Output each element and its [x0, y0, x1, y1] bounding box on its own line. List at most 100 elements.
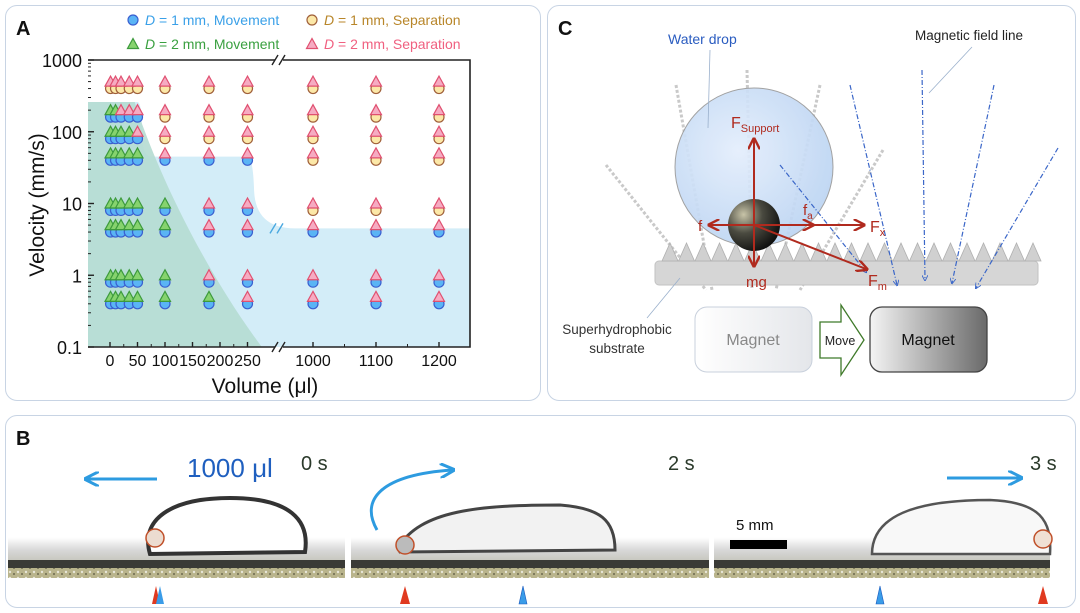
data-point-d2-separation — [306, 103, 320, 116]
data-point-d2-separation — [369, 74, 383, 87]
f-label: f — [698, 218, 703, 235]
data-point-d2-separation — [240, 146, 255, 159]
data-point-d2-movement — [130, 218, 145, 231]
data-point-d2-separation — [202, 268, 216, 281]
scale-bar — [730, 540, 787, 549]
y-tick-label: 10 — [62, 195, 82, 215]
move-label: Move — [825, 334, 856, 348]
data-point-d2-movement — [158, 218, 172, 231]
data-point-d2-separation — [432, 268, 446, 281]
spike — [793, 242, 811, 262]
substrate-label: Superhydrophobic substrate — [562, 322, 672, 356]
x-tick-label: 0 — [106, 353, 115, 370]
data-point-d2-movement — [114, 146, 128, 159]
data-point-d2-movement — [114, 268, 128, 281]
data-point-d2-separation — [369, 268, 383, 281]
x-tick-label: 50 — [129, 353, 147, 370]
ball-marker-2s — [400, 586, 410, 604]
spike — [710, 242, 729, 262]
legend-marker — [305, 37, 319, 50]
ball-3s — [1033, 529, 1053, 549]
x-tick-label: 1200 — [421, 353, 457, 370]
drop-marker-0s — [156, 586, 164, 604]
spike — [991, 242, 1009, 262]
drop-marker-2s — [518, 585, 528, 605]
panel-a-label: A — [16, 18, 31, 40]
spike — [727, 242, 745, 262]
photo-2s — [351, 503, 709, 578]
magnet-initial-label: Magnet — [726, 332, 780, 349]
data-point-d2-movement — [122, 290, 136, 302]
field-line-label: Magnetic field line — [915, 28, 1023, 43]
spike — [694, 242, 712, 262]
spike — [892, 242, 910, 262]
data-point-d2-separation — [432, 125, 446, 137]
data-point-d2-separation — [240, 125, 255, 137]
data-point-d2-separation — [369, 103, 383, 116]
data-point-d2-movement — [122, 196, 136, 209]
substrate-leader — [646, 277, 681, 319]
force-arrows — [710, 140, 866, 269]
time-label-3s: 3 s — [1030, 453, 1057, 475]
data-point-d2-separation — [432, 196, 446, 209]
data-point-d2-movement — [114, 290, 128, 302]
drop-3s — [870, 498, 1052, 556]
data-point-d2-movement — [158, 196, 172, 209]
data-point-d2-separation — [240, 196, 255, 209]
data-point-d2-movement — [158, 268, 172, 281]
data-point-d2-separation — [114, 103, 128, 116]
data-point-d2-movement — [114, 218, 128, 231]
data-point-d2-separation — [432, 290, 446, 302]
spike — [1024, 242, 1042, 262]
data-point-d2-separation — [369, 196, 383, 209]
data-point-d2-movement — [122, 218, 136, 231]
spike — [842, 242, 861, 262]
x-tick-label: 1000 — [295, 353, 331, 370]
data-point-d2-separation — [114, 74, 128, 87]
data-point-d2-separation — [158, 103, 172, 116]
ball-marker-3s — [1038, 586, 1048, 604]
field-line-leader — [928, 46, 973, 94]
legend-entry: D = 1 mm, Separation — [324, 12, 461, 28]
data-point-d2-movement — [130, 290, 145, 302]
move-arrow — [819, 302, 865, 378]
data-point-d2-movement — [130, 146, 145, 159]
spike — [677, 242, 696, 262]
panel-b-label: B — [16, 428, 31, 450]
data-point-d2-separation — [369, 218, 383, 231]
data-point-d2-movement — [202, 290, 216, 302]
spike — [941, 242, 960, 262]
data-point-d2-separation — [202, 103, 216, 116]
axis-break-mark — [271, 341, 286, 353]
y-tick-label: 0.1 — [57, 338, 82, 358]
time-label-2s: 2 s — [668, 453, 695, 475]
substrate-spikes — [661, 242, 1042, 262]
spike — [958, 242, 976, 262]
water-drop-leader — [707, 49, 711, 129]
data-point-d2-separation — [240, 290, 255, 302]
data-point-d2-separation — [202, 125, 216, 137]
spike — [826, 242, 844, 262]
position-markers — [152, 585, 1048, 605]
x-tick-label: 200 — [207, 353, 234, 370]
data-point-d2-separation — [130, 125, 145, 137]
data-point-d2-movement — [130, 268, 145, 281]
spike — [760, 242, 778, 262]
legend-entry: D = 2 mm, Movement — [145, 36, 279, 52]
photo-0s — [8, 495, 345, 578]
data-point-d2-separation — [130, 103, 145, 116]
y-axis-label: Velocity (mm/s) — [26, 133, 49, 277]
data-point-d2-separation — [240, 103, 255, 116]
volume-label: 1000 μl — [187, 453, 273, 483]
y-tick-label: 100 — [52, 123, 82, 143]
spike — [875, 242, 894, 262]
x-tick-label: 100 — [152, 353, 179, 370]
data-point-d2-separation — [432, 218, 446, 231]
spike — [974, 242, 993, 262]
data-point-d2-separation — [369, 125, 383, 137]
data-point-d2-separation — [202, 74, 216, 87]
data-point-d2-movement — [114, 125, 128, 137]
y-tick-label: 1000 — [42, 51, 82, 71]
f-support-label: FSupport — [731, 115, 779, 135]
